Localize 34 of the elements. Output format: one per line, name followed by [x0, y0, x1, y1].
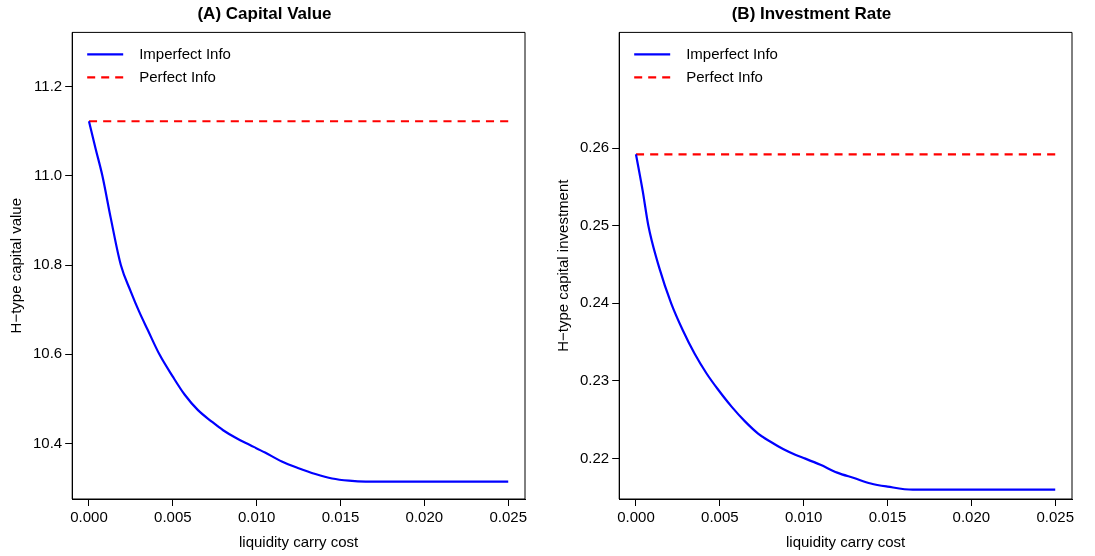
y-axis-title: H−type capital investment [554, 178, 572, 352]
x-axis-title: liquidity carry cost [239, 533, 360, 551]
x-tick-label: 0.025 [1036, 508, 1074, 526]
x-tick-label: 0.000 [617, 508, 655, 526]
legend-label: Imperfect Info [686, 44, 778, 62]
x-tick-label: 0.020 [405, 508, 444, 526]
y-tick-label: 0.26 [579, 138, 610, 156]
line-series [634, 153, 1057, 491]
x-tick-label: 0.010 [784, 508, 823, 526]
y-tick-label: 0.25 [579, 215, 610, 233]
legend-label: Perfect Info [686, 67, 763, 85]
x-tick-label: 0.020 [952, 508, 991, 526]
y-tick-label: 0.24 [579, 293, 610, 311]
x-tick-label: 0.015 [321, 508, 360, 526]
x-tick-label: 0.025 [489, 508, 527, 526]
y-axis-title: H−type capital value [7, 197, 25, 334]
y-tick-label: 11.2 [34, 76, 63, 94]
legend-label: Perfect Info [139, 67, 216, 85]
y-tick-label: 10.6 [32, 344, 63, 362]
chart-title: (A) Capital Value [197, 3, 332, 23]
legend-label: Imperfect Info [139, 44, 231, 62]
x-tick-label: 0.010 [237, 508, 276, 526]
x-tick-label: 0.005 [154, 508, 192, 526]
x-tick-label: 0.000 [70, 508, 108, 526]
x-tick-label: 0.015 [868, 508, 907, 526]
y-tick-label: 10.4 [32, 433, 63, 451]
y-tick-label: 0.22 [579, 448, 610, 466]
y-tick-label: 0.23 [579, 371, 610, 389]
x-axis-title: liquidity carry cost [786, 533, 907, 551]
line-series [87, 120, 510, 483]
y-tick-label: 10.8 [32, 255, 63, 273]
y-tick-label: 11.0 [34, 165, 63, 183]
x-tick-label: 0.005 [701, 508, 739, 526]
chart-title: (B) Investment Rate [731, 3, 892, 23]
